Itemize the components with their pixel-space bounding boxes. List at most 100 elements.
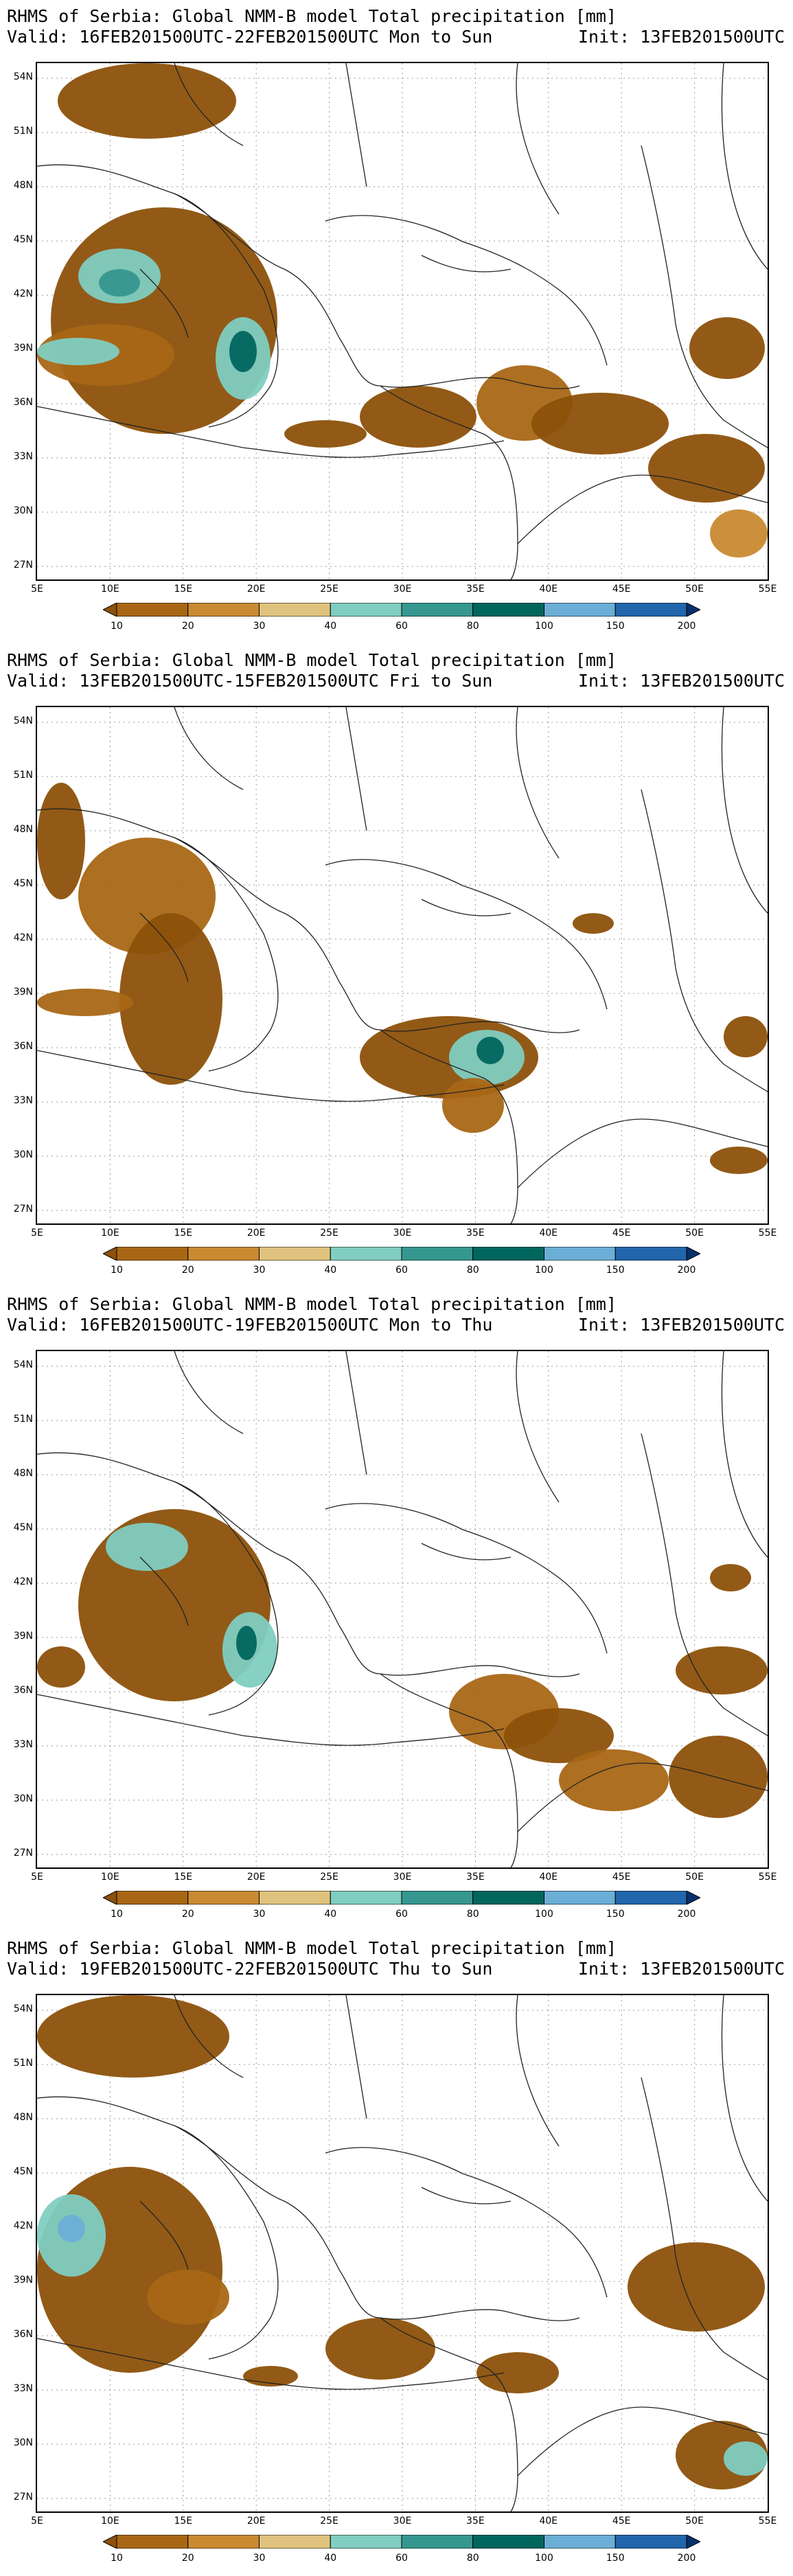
map-canvas [37, 1351, 768, 1867]
precipitation-area [559, 1749, 669, 1811]
map-canvas [37, 1995, 768, 2511]
legend-level-label: 80 [466, 1265, 479, 1276]
legend-level-label: 20 [181, 621, 194, 632]
boundary-line [380, 1673, 518, 1867]
legend-level-label: 150 [606, 2553, 625, 2564]
boundary-line [174, 193, 580, 389]
longitude-label: 40E [539, 1228, 558, 1239]
boundary-line [641, 2077, 768, 2380]
boundary-line [517, 1762, 768, 1832]
longitude-label: 25E [320, 2516, 338, 2527]
color-legend [103, 1247, 700, 1261]
boundary-line [380, 385, 518, 579]
panel-init-time: Init: 13FEB201500UTC [577, 1959, 785, 1979]
precipitation-area [676, 1646, 768, 1694]
legend-swatch [614, 1247, 687, 1261]
longitude-label: 25E [320, 584, 338, 595]
longitude-label: 35E [466, 1872, 485, 1883]
longitude-label: 10E [101, 2516, 119, 2527]
precipitation-map [36, 706, 769, 1225]
boundary-line [380, 1029, 518, 1223]
panel-init-time: Init: 13FEB201500UTC [577, 1315, 785, 1335]
boundary-line [37, 2338, 505, 2390]
longitude-label: 35E [466, 1228, 485, 1239]
panel-title: RHMS of Serbia: Global NMM-B model Total… [7, 1938, 617, 1958]
legend-level-label: 20 [181, 1909, 194, 1920]
boundary-line [37, 2096, 279, 2360]
legend-swatch [116, 1247, 189, 1261]
precipitation-area [58, 63, 236, 139]
latitude-label: 36N [13, 1041, 33, 1052]
longitude-label: 50E [685, 1872, 704, 1883]
legend-swatch [116, 1891, 189, 1905]
boundary-line [174, 707, 560, 859]
latitude-label: 30N [13, 1793, 33, 1804]
legend-level-label: 40 [324, 1265, 337, 1276]
legend-swatch [472, 2535, 544, 2549]
legend-swatch [259, 1891, 331, 1905]
longitude-label: 35E [466, 584, 485, 595]
precipitation-map [36, 62, 769, 581]
longitude-label: 25E [320, 1872, 338, 1883]
legend-level-label: 100 [535, 2553, 553, 2564]
panel-init-time: Init: 13FEB201500UTC [577, 27, 785, 47]
precipitation-area [37, 989, 133, 1016]
latitude-label: 48N [13, 824, 33, 835]
precipitation-area [573, 913, 614, 934]
latitude-label: 51N [13, 2058, 33, 2069]
longitude-label: 35E [466, 2516, 485, 2527]
latitude-label: 36N [13, 2329, 33, 2340]
legend-level-label: 40 [324, 1909, 337, 1920]
latitude-label: 45N [13, 1522, 33, 1533]
precipitation-area [476, 2352, 559, 2393]
legend-level-label: 80 [466, 1909, 479, 1920]
longitude-label: 45E [612, 1228, 631, 1239]
legend-swatch [686, 603, 700, 617]
map-panel: RHMS of Serbia: Global NMM-B model Total… [0, 1288, 793, 1932]
latitude-label: 30N [13, 2437, 33, 2448]
precipitation-area [360, 386, 476, 448]
legend-swatch [614, 1891, 687, 1905]
precipitation-map [36, 1994, 769, 2513]
boundary-line [37, 1050, 505, 1102]
latitude-label: 42N [13, 2220, 33, 2231]
legend-swatch [686, 2535, 700, 2549]
boundary-line [37, 1694, 505, 1746]
latitude-label: 39N [13, 343, 33, 354]
latitude-label: 54N [13, 1359, 33, 1370]
precipitation-area [37, 783, 85, 899]
legend-level-label: 40 [324, 2553, 337, 2564]
latitude-label: 30N [13, 505, 33, 516]
legend-swatch [472, 1891, 544, 1905]
legend-swatch [544, 1247, 616, 1261]
latitude-label: 42N [13, 288, 33, 299]
legend-level-label: 20 [181, 2553, 194, 2564]
map-canvas [37, 707, 768, 1223]
boundary-line [37, 164, 279, 428]
map-panel: RHMS of Serbia: Global NMM-B model Total… [0, 0, 793, 644]
latitude-label: 45N [13, 878, 33, 889]
boundary-line [325, 1503, 608, 1654]
latitude-label: 27N [13, 1848, 33, 1859]
legend-swatch [614, 2535, 687, 2549]
longitude-label: 30E [393, 584, 412, 595]
latitude-label: 54N [13, 2003, 33, 2014]
map-canvas [37, 63, 768, 579]
precipitation-area [689, 317, 765, 379]
legend-swatch [187, 1247, 260, 1261]
longitude-label: 20E [246, 1228, 266, 1239]
panel-title: RHMS of Serbia: Global NMM-B model Total… [7, 650, 617, 670]
latitude-label: 51N [13, 770, 33, 781]
longitude-label: 10E [101, 584, 119, 595]
panel-title: RHMS of Serbia: Global NMM-B model Total… [7, 1294, 617, 1314]
precipitation-area [531, 393, 669, 455]
color-legend [103, 1891, 700, 1905]
latitude-label: 30N [13, 1149, 33, 1160]
longitude-label: 5E [31, 584, 43, 595]
boundary-line [174, 1995, 560, 2147]
precipitation-area [628, 2242, 765, 2332]
latitude-label: 48N [13, 2112, 33, 2123]
legend-swatch [259, 1247, 331, 1261]
legend-level-label: 100 [535, 1265, 553, 1276]
legend-swatch [103, 1891, 117, 1905]
